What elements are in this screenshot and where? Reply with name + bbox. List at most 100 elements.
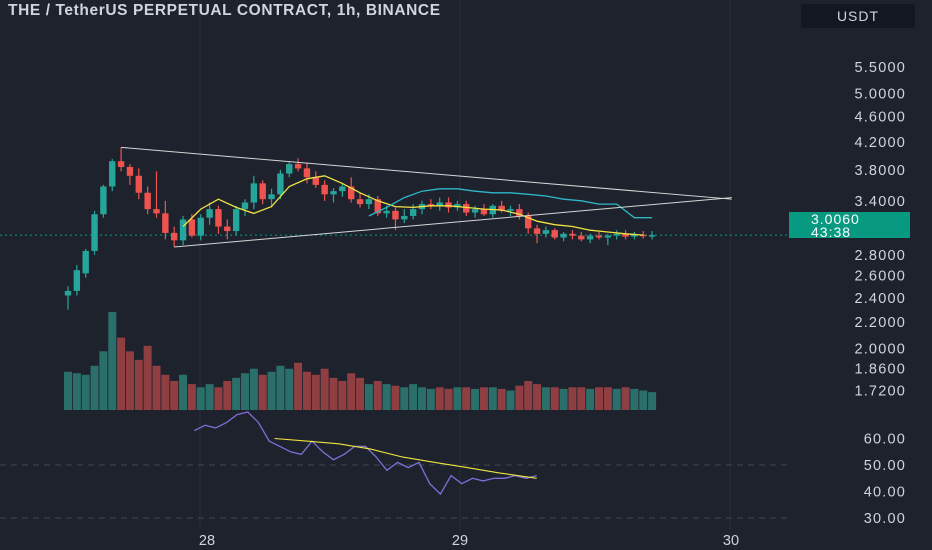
volume-bar [426, 388, 435, 410]
volume-bar [311, 374, 320, 410]
rsi-tick-label: 40.00 [864, 485, 906, 501]
volume-bar [152, 365, 161, 410]
candle-body [498, 205, 505, 211]
last-price-label: 3.0060 43:38 [789, 212, 910, 238]
candle-body [321, 184, 328, 195]
volume-bar [196, 387, 205, 410]
triangle-trendline [121, 146, 732, 200]
volume-bar [559, 388, 568, 410]
candle-body [348, 186, 355, 200]
volume-bar [214, 387, 223, 410]
volume-bar [382, 384, 391, 410]
candle-body [631, 234, 638, 237]
volume-bar [453, 387, 462, 410]
candle-body [622, 233, 629, 237]
volume-bar [533, 384, 542, 410]
candle-body [648, 235, 656, 237]
price-axis[interactable]: 5.50005.00004.60004.20003.80003.40003.10… [854, 60, 906, 527]
volume-bar [435, 387, 444, 410]
candle-body [471, 209, 479, 213]
candle-body [330, 191, 337, 195]
candle-body [126, 166, 134, 176]
triangle-trendline [174, 197, 732, 248]
volume-bar [488, 387, 497, 410]
volume-bar [364, 384, 373, 410]
candle-body [578, 235, 585, 240]
rsi-tick-label: 50.00 [864, 458, 906, 474]
currency-button[interactable]: USDT [801, 4, 915, 28]
price-tick-label: 2.6000 [854, 268, 906, 284]
candle-body [533, 228, 541, 234]
volume-bar [639, 390, 648, 410]
candle-body [294, 164, 302, 169]
candle-body [215, 209, 222, 227]
volume-bar [223, 380, 232, 410]
candle-body [480, 209, 488, 215]
candle-body [339, 186, 346, 192]
volume-bar [577, 387, 586, 410]
volume-bar [249, 368, 258, 410]
price-tick-label: 2.4000 [854, 291, 906, 307]
volume-bar [258, 374, 267, 410]
volume-bar [373, 380, 382, 410]
candle-body [286, 164, 293, 174]
volume-bar [320, 368, 329, 410]
volume-bar [108, 312, 117, 410]
volume-bar [143, 345, 152, 410]
price-tick-label: 5.0000 [854, 86, 906, 102]
candle-body [436, 202, 443, 206]
volume-bar [586, 388, 595, 410]
candle-body [277, 173, 284, 195]
rsi-tick-label: 30.00 [864, 511, 906, 527]
candle-body [179, 219, 187, 241]
candle-body [259, 183, 266, 200]
time-axis[interactable]: 28 29 30 [199, 533, 739, 549]
indicator-lines [121, 146, 732, 248]
rsi-line [194, 411, 537, 496]
volume-bar [179, 374, 188, 410]
volume-bar [134, 359, 143, 410]
candle-body [409, 209, 417, 216]
volume-bar [302, 371, 311, 410]
candle-body [401, 215, 408, 220]
volume-bar [81, 374, 90, 410]
volume-bar [568, 387, 577, 410]
volume-bar [603, 387, 612, 410]
candle-body [303, 168, 311, 178]
candle-body [525, 215, 532, 229]
last-price-value: 3.0060 [811, 211, 860, 227]
volume-bar [117, 337, 126, 410]
candle-body [232, 209, 240, 232]
candle-body [392, 210, 399, 220]
grid-lines [0, 0, 790, 530]
candle-body [162, 213, 169, 233]
volume-bar [621, 387, 630, 410]
volume-bar [630, 388, 639, 410]
volume-bar [550, 387, 559, 410]
candle-body [224, 226, 231, 232]
volume-bar [400, 387, 409, 410]
candle-body [595, 235, 603, 238]
volume-bar [276, 365, 285, 410]
volume-bar [479, 387, 488, 410]
price-candles [64, 147, 656, 310]
candle-body [365, 199, 373, 205]
volume-bar [418, 387, 426, 410]
volume-bar [267, 371, 276, 410]
volume-bar [471, 388, 480, 410]
volume-bar [391, 385, 400, 410]
candle-body [586, 235, 594, 240]
candle-body [206, 209, 213, 218]
price-tick-label: 5.5000 [854, 60, 906, 76]
candle-body [135, 175, 142, 193]
rsi-tick-label: 60.00 [864, 432, 906, 448]
candle-body [64, 290, 72, 296]
candle-body [82, 250, 89, 274]
candle-body [613, 233, 620, 236]
rsi-pane [194, 411, 537, 496]
candle-body [268, 194, 275, 200]
candle-body [551, 230, 558, 238]
volume-bar [329, 377, 338, 410]
candle-body [109, 161, 116, 187]
